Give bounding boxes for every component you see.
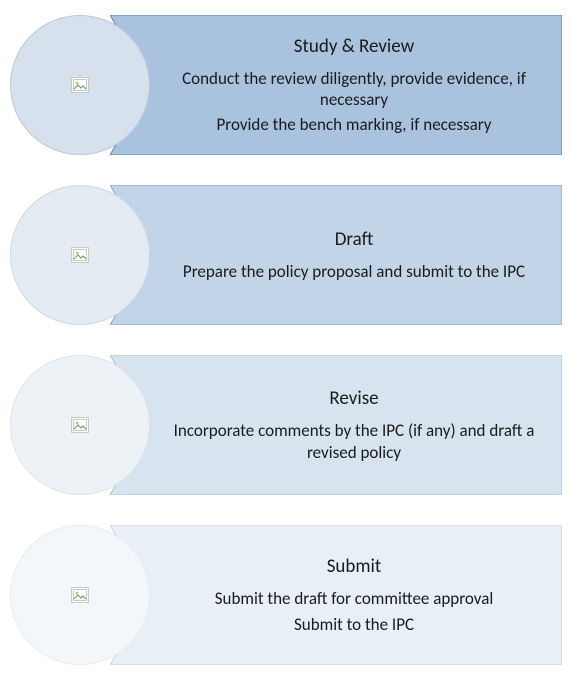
image-placeholder-icon — [71, 587, 89, 603]
image-placeholder-icon — [71, 77, 89, 93]
step-arrow: Draft Prepare the policy proposal and sub… — [110, 185, 562, 325]
step-circle — [10, 525, 150, 665]
step-description-line: Conduct the review diligently, provide e… — [164, 68, 544, 111]
step-title: Study & Review — [294, 35, 414, 58]
step-description-line: Submit the draft for committee approval — [215, 588, 494, 609]
step-description-line: Prepare the policy proposal and submit t… — [183, 261, 525, 282]
step-circle — [10, 185, 150, 325]
step-circle — [10, 355, 150, 495]
process-step: Revise Incorporate comments by the IPC (i… — [10, 355, 562, 495]
step-text: Revise Incorporate comments by the IPC (i… — [156, 355, 552, 495]
step-text: Study & Review Conduct the review diligen… — [156, 15, 552, 155]
step-title: Submit — [327, 555, 382, 578]
step-arrow: Revise Incorporate comments by the IPC (i… — [110, 355, 562, 495]
step-description-line: Submit to the IPC — [294, 614, 414, 635]
step-title: Revise — [329, 387, 378, 410]
step-arrow: Study & Review Conduct the review diligen… — [110, 15, 562, 155]
process-step: Draft Prepare the policy proposal and sub… — [10, 185, 562, 325]
image-placeholder-icon — [71, 247, 89, 263]
process-step: Study & Review Conduct the review diligen… — [10, 15, 562, 155]
step-circle — [10, 15, 150, 155]
image-placeholder-icon — [71, 417, 89, 433]
step-description-line: Provide the bench marking, if necessary — [217, 114, 492, 135]
step-arrow: Submit Submit the draft for committee app… — [110, 525, 562, 665]
step-description-line: Incorporate comments by the IPC (if any)… — [164, 420, 544, 463]
step-title: Draft — [335, 228, 374, 251]
process-step: Submit Submit the draft for committee app… — [10, 525, 562, 665]
step-text: Submit Submit the draft for committee app… — [156, 525, 552, 665]
step-text: Draft Prepare the policy proposal and sub… — [156, 185, 552, 325]
